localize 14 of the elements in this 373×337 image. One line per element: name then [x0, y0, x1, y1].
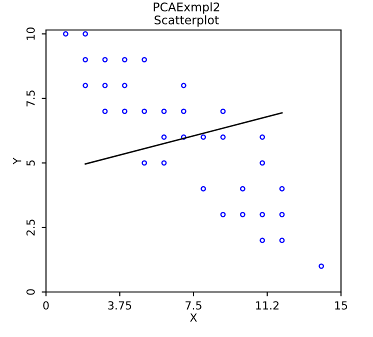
x-tick-label: 3.75	[108, 301, 132, 310]
y-tick-label: 10	[26, 28, 35, 40]
x-axis-title: X	[190, 314, 197, 322]
y-axis-title: Y	[13, 158, 22, 164]
x-tick-label: 0	[43, 301, 49, 310]
y-tick-label: 7.5	[26, 90, 35, 106]
y-tick-label: 2.5	[26, 220, 35, 236]
chart-title: PCAExmpl2	[154, 2, 220, 14]
x-tick-label: 7.5	[186, 301, 202, 310]
x-tick-label: 15	[335, 301, 348, 310]
y-tick-label: 5	[26, 160, 35, 166]
y-tick-label: 0	[26, 289, 35, 295]
x-tick-label: 11.2	[256, 301, 279, 310]
chart-subtitle: Scatterplot	[154, 15, 219, 27]
